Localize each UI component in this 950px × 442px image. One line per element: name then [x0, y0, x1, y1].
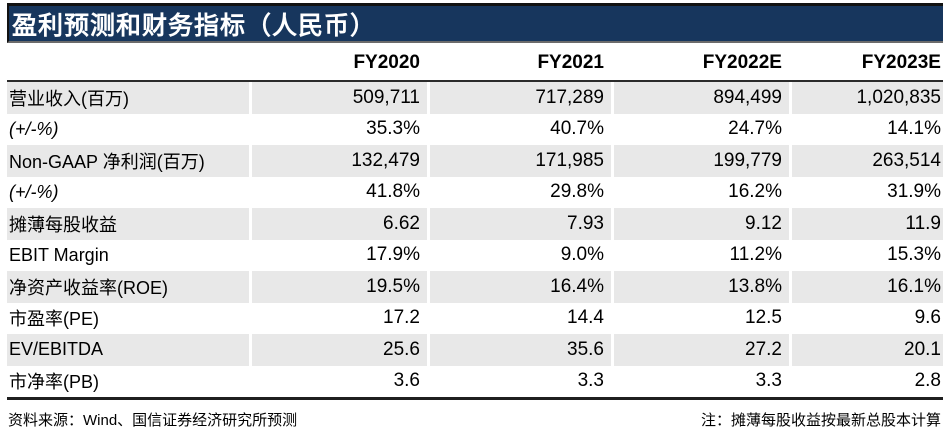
table-cell: 6.62	[252, 208, 427, 240]
table-cell: 35.3%	[366, 118, 420, 140]
footer: 资料来源：Wind、国信证券经济研究所预测 注：摊薄每股收益按最新总股本计算	[7, 409, 943, 430]
table-cell: 17.9%	[366, 244, 420, 266]
table-cell: 17.2	[383, 307, 420, 329]
table-cell: 171,985	[430, 145, 611, 177]
header-divider	[7, 80, 943, 82]
table-cell: 29.8%	[550, 181, 604, 203]
table-row: Non-GAAP 净利润(百万) 132,479 171,985 199,779…	[7, 145, 943, 177]
table-cell: 3.6	[393, 370, 420, 392]
table-cell: 717,289	[430, 82, 611, 114]
row-label: 市盈率(PE)	[9, 309, 99, 330]
page-title: 盈利预测和财务指标（人民币）	[12, 11, 377, 40]
table-row: EV/EBITDA 25.6 35.6 27.2 20.1	[7, 334, 943, 366]
table-cell: 31.9%	[887, 181, 941, 203]
col-header-fy2023e: FY2023E	[861, 52, 941, 73]
table-cell: 2.8	[914, 370, 941, 392]
table-cell: 13.8%	[614, 271, 789, 303]
table-header-row: FY2020 FY2021 FY2022E FY2023E	[7, 43, 943, 80]
table-row: 摊薄每股收益 6.62 7.93 9.12 11.9	[7, 208, 943, 240]
table-row: 市盈率(PE) 17.2 14.4 12.5 9.6	[7, 303, 943, 335]
row-label: (+/-%)	[9, 118, 59, 139]
table-cell: 3.3	[755, 370, 782, 392]
table-cell: 199,779	[614, 145, 789, 177]
table-cell: 9.12	[614, 208, 789, 240]
table-cell: 20.1	[792, 334, 943, 366]
table-row: EBIT Margin 17.9% 9.0% 11.2% 15.3%	[7, 240, 943, 272]
table-cell: 7.93	[430, 208, 611, 240]
table-cell: 40.7%	[550, 118, 604, 140]
report-table-panel: 盈利预测和财务指标（人民币） FY2020 FY2021 FY2022E FY2…	[7, 3, 943, 430]
table-cell: 3.3	[577, 370, 604, 392]
table-cell: 509,711	[252, 82, 427, 114]
table-cell: 16.2%	[728, 181, 782, 203]
table-cell: 12.5	[745, 307, 782, 329]
row-label: 摊薄每股收益	[7, 208, 249, 240]
table-cell: 16.4%	[430, 271, 611, 303]
table-cell: 15.3%	[887, 244, 941, 266]
table-cell: 11.9	[792, 208, 943, 240]
table-cell: 19.5%	[252, 271, 427, 303]
footer-source: 资料来源：Wind、国信证券经济研究所预测	[8, 412, 298, 429]
table-cell: 27.2	[614, 334, 789, 366]
row-label: Non-GAAP 净利润(百万)	[7, 145, 249, 177]
footer-note: 注：摊薄每股收益按最新总股本计算	[700, 412, 941, 429]
table-cell: 24.7%	[728, 118, 782, 140]
row-label: EV/EBITDA	[7, 334, 249, 366]
table-row: (+/-%) 35.3% 40.7% 24.7% 14.1%	[7, 114, 943, 146]
table-cell: 25.6	[252, 334, 427, 366]
table-row: 净资产收益率(ROE) 19.5% 16.4% 13.8% 16.1%	[7, 271, 943, 303]
row-label: (+/-%)	[9, 181, 59, 202]
col-header-spacer	[7, 74, 249, 80]
col-header-fy2022e: FY2022E	[702, 52, 782, 73]
table-row: 市净率(PB) 3.6 3.3 3.3 2.8	[7, 366, 943, 398]
table-cell: 35.6	[430, 334, 611, 366]
table-cell: 14.1%	[887, 118, 941, 140]
table-cell: 41.8%	[366, 181, 420, 203]
table-cell: 16.1%	[792, 271, 943, 303]
table-cell: 14.4	[567, 307, 604, 329]
table-row: (+/-%) 41.8% 29.8% 16.2% 31.9%	[7, 177, 943, 209]
table-cell: 894,499	[614, 82, 789, 114]
row-label: 市净率(PB)	[9, 372, 99, 393]
table-cell: 9.0%	[560, 244, 604, 266]
row-label: 营业收入(百万)	[7, 82, 249, 114]
title-bar: 盈利预测和财务指标（人民币）	[7, 3, 943, 43]
row-label: 净资产收益率(ROE)	[7, 271, 249, 303]
table-cell: 1,020,835	[792, 82, 943, 114]
table-bottom-border	[7, 397, 943, 400]
col-header-fy2021: FY2021	[537, 52, 604, 73]
table-row: 营业收入(百万) 509,711 717,289 894,499 1,020,8…	[7, 82, 943, 114]
table-cell: 132,479	[252, 145, 427, 177]
table-cell: 263,514	[792, 145, 943, 177]
table-cell: 11.2%	[729, 244, 782, 266]
row-label: EBIT Margin	[9, 244, 109, 265]
table-cell: 9.6	[914, 307, 941, 329]
col-header-fy2020: FY2020	[353, 52, 420, 73]
